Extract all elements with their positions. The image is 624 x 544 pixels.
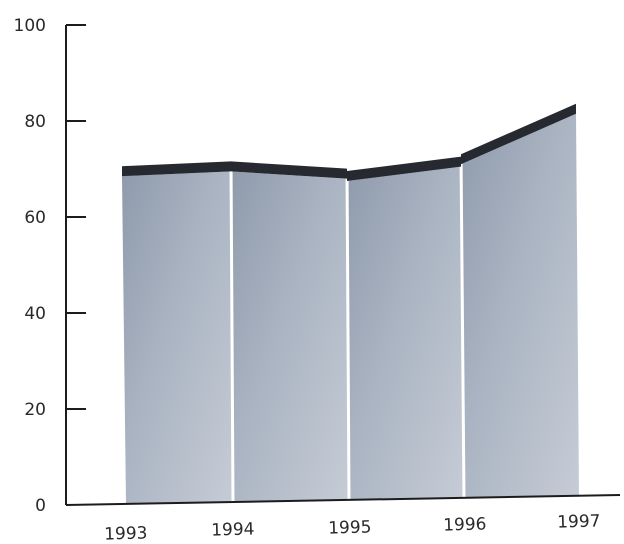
panel-dividers (229, 154, 466, 502)
x-axis-ticks: 1993 1994 1995 1996 1997 (104, 511, 601, 544)
area-panels (122, 113, 579, 504)
x-tick-label-1994: 1994 (211, 519, 255, 540)
x-tick-label-1993: 1993 (104, 523, 148, 544)
area-segment-1993 (122, 171, 233, 504)
divider-1995 (345, 168, 351, 500)
divider-1996 (459, 154, 466, 498)
area-top-bands (122, 103, 576, 181)
y-tick-label-40: 40 (24, 304, 46, 324)
x-tick-label-1995: 1995 (328, 517, 372, 538)
y-tick-label-20: 20 (24, 400, 46, 420)
top-band-1995 (347, 156, 461, 181)
x-tick-label-1996: 1996 (443, 514, 487, 535)
y-tick-label-60: 60 (24, 208, 46, 228)
y-tick-label-0: 0 (35, 496, 46, 516)
x-tick-label-1997: 1997 (557, 511, 601, 532)
divider-1994 (229, 161, 235, 502)
axes (65, 25, 621, 506)
top-band-1994 (231, 161, 347, 179)
top-band-1996 (461, 103, 576, 165)
x-axis-line (65, 494, 621, 506)
y-axis-ticks: 0 20 40 60 80 100 (14, 16, 86, 516)
area-segment-1995 (347, 166, 464, 500)
area-segment-1996 (461, 113, 579, 498)
y-tick-label-100: 100 (14, 16, 46, 36)
area-segment-1994 (231, 171, 349, 502)
top-band-1993 (122, 161, 231, 177)
y-tick-label-80: 80 (24, 112, 46, 132)
